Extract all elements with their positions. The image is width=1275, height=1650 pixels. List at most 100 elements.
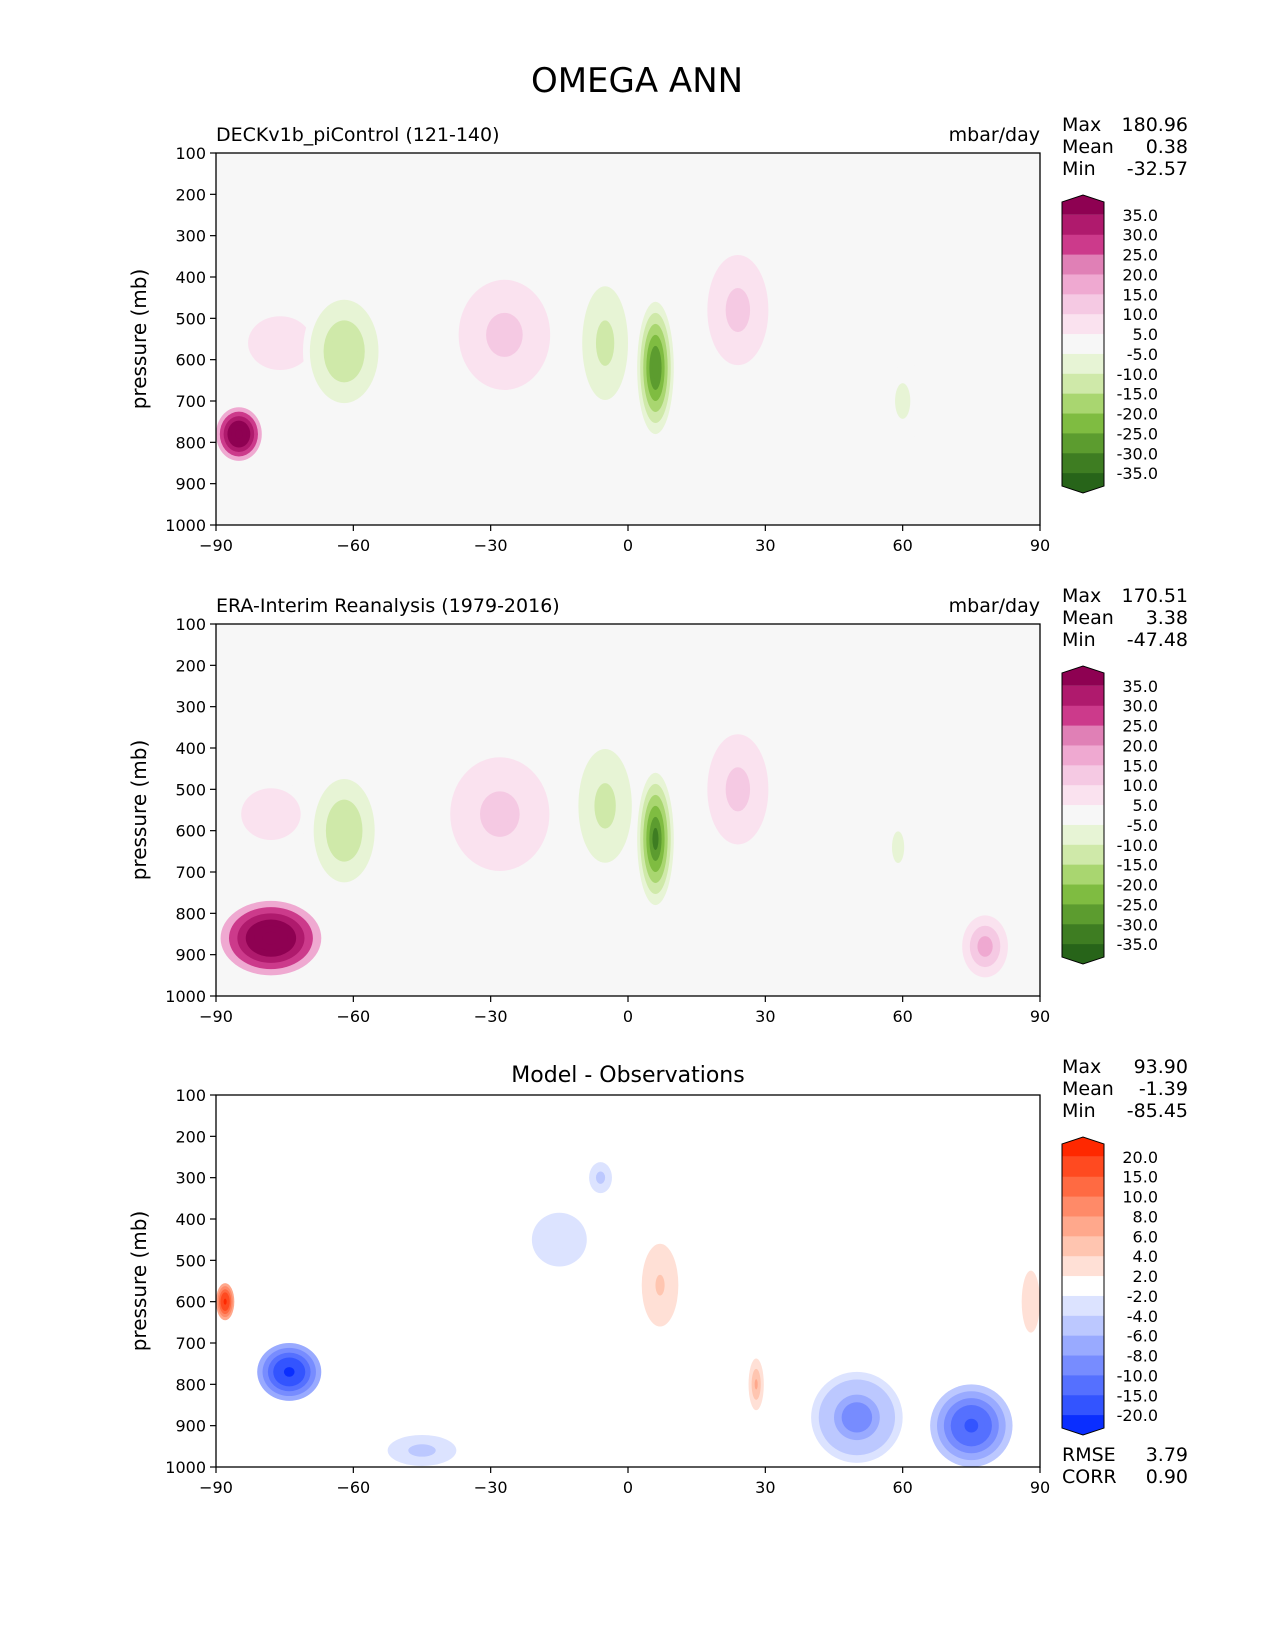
colorbar-label: 25.0 <box>1122 717 1158 736</box>
colorbar-label: -20.0 <box>1117 1406 1158 1425</box>
stat-value: -32.57 <box>1127 158 1188 180</box>
contour-region <box>731 299 744 322</box>
x-tick-label: 90 <box>1030 1478 1050 1497</box>
contour-region <box>489 802 510 826</box>
y-tick-label: 800 <box>175 1375 206 1394</box>
contour-region <box>235 429 243 439</box>
stat-value: 0.38 <box>1146 136 1188 158</box>
contour-region <box>981 941 989 952</box>
y-tick-label: 400 <box>175 268 206 287</box>
y-tick-label: 300 <box>175 698 206 717</box>
y-tick-label: 700 <box>175 1334 206 1353</box>
contour-fill <box>216 723 1008 978</box>
colorbar-bin <box>1062 1355 1104 1376</box>
plot-background <box>216 1095 1040 1467</box>
contour-region <box>337 341 352 362</box>
stat-label: RMSE <box>1062 1444 1116 1466</box>
colorbar-bin <box>1062 433 1104 454</box>
colorbar-label: 20.0 <box>1122 265 1158 284</box>
y-tick-label: 100 <box>175 144 206 163</box>
x-tick-label: 90 <box>1030 536 1050 555</box>
x-tick-label: −90 <box>199 1478 233 1497</box>
colorbar-bin <box>1062 294 1104 315</box>
colorbar-bin <box>1062 1315 1104 1337</box>
colorbar-label: -30.0 <box>1117 444 1158 463</box>
stat-value: 180.96 <box>1122 114 1188 136</box>
colorbar-bin <box>1062 1395 1104 1416</box>
stat-label: Mean <box>1062 1078 1114 1100</box>
colorbar-bin <box>1062 1216 1104 1237</box>
contour-region <box>283 1367 295 1377</box>
colorbar-bin <box>1062 254 1104 275</box>
y-axis-label: pressure (mb) <box>127 1211 151 1352</box>
colorbar-bin <box>1062 234 1104 256</box>
colorbar-label: 10.0 <box>1122 305 1158 324</box>
stat-value: -47.48 <box>1127 629 1188 651</box>
colorbar-bin <box>1062 1335 1104 1357</box>
colorbar-label: 5.0 <box>1133 325 1158 344</box>
y-tick-label: 1000 <box>165 516 206 535</box>
colorbar-label: 10.0 <box>1122 776 1158 795</box>
contour-region <box>731 778 744 801</box>
colorbar-extend-top <box>1062 1137 1104 1157</box>
y-axis-label: pressure (mb) <box>127 269 151 410</box>
colorbar-outline <box>1061 665 1105 965</box>
colorbar-bin <box>1062 393 1104 415</box>
x-tick-label: −30 <box>474 536 508 555</box>
panel-1: −90 −60 −30 0 30 60 90 100 200 300 400 500 600 700 800… <box>127 114 1188 555</box>
y-tick-label: 100 <box>175 615 206 634</box>
colorbar-label: 35.0 <box>1122 677 1158 696</box>
contour-region <box>964 1418 979 1433</box>
y-tick-label: 300 <box>175 1169 206 1188</box>
stat-value: 93.90 <box>1134 1056 1188 1078</box>
x-tick-label: 0 <box>623 1478 633 1497</box>
colorbar-bin <box>1062 824 1104 846</box>
colorbar-label: -15.0 <box>1117 1386 1158 1405</box>
y-tick-label: 300 <box>175 227 206 246</box>
colorbar-label: 6.0 <box>1133 1227 1158 1246</box>
x-tick-label: −60 <box>336 1007 370 1026</box>
colorbar-bin <box>1062 1295 1104 1317</box>
colorbar-label: 20.0 <box>1122 1148 1158 1167</box>
colorbar-bin <box>1062 864 1104 886</box>
y-tick-label: 900 <box>175 946 206 965</box>
stat-label: Min <box>1062 1100 1096 1122</box>
contour-fill <box>216 1159 1040 1467</box>
contour-region <box>495 323 514 346</box>
colorbar-outline <box>1061 1136 1105 1436</box>
colorbar-label: 2.0 <box>1133 1267 1158 1286</box>
colorbar-label: -35.0 <box>1117 464 1158 483</box>
contour-region <box>262 931 280 945</box>
colorbar: 35.030.025.020.015.010.05.0-5.0-10.0-15.… <box>1061 665 1158 965</box>
colorbar-bin <box>1062 1375 1104 1396</box>
colorbar-bin <box>1062 334 1104 355</box>
colorbar-outline <box>1061 194 1105 494</box>
units-label: mbar/day <box>949 595 1040 617</box>
stat-value: -1.39 <box>1139 1078 1188 1100</box>
stat-value: -85.45 <box>1127 1100 1188 1122</box>
x-tick-label: −90 <box>199 1007 233 1026</box>
contour-region <box>754 1379 758 1390</box>
contour-fill <box>216 243 926 461</box>
x-tick-label: 60 <box>892 1007 912 1026</box>
colorbar-bin <box>1062 1176 1104 1198</box>
colorbar-bin <box>1062 274 1104 295</box>
colorbar-label: -10.0 <box>1117 1366 1158 1385</box>
y-tick-label: 200 <box>175 185 206 204</box>
colorbar-label: -8.0 <box>1127 1347 1158 1366</box>
stat-label: Max <box>1062 1056 1101 1078</box>
colorbar-label: -25.0 <box>1117 424 1158 443</box>
stat-label: Max <box>1062 585 1101 607</box>
colorbar-bin <box>1062 1276 1104 1297</box>
colorbar-bin <box>1062 453 1104 474</box>
contour-region <box>655 1274 665 1296</box>
y-tick-label: 500 <box>175 780 206 799</box>
x-tick-label: 0 <box>623 1007 633 1026</box>
contour-region <box>338 820 351 842</box>
colorbar-label: -35.0 <box>1117 935 1158 954</box>
contour-region <box>550 1230 569 1249</box>
colorbar: 20.015.010.08.06.04.02.0-2.0-4.0-6.0-8.0… <box>1061 1136 1158 1436</box>
x-tick-label: −30 <box>474 1007 508 1026</box>
colorbar-label: 5.0 <box>1133 796 1158 815</box>
y-tick-label: 1000 <box>165 1458 206 1477</box>
